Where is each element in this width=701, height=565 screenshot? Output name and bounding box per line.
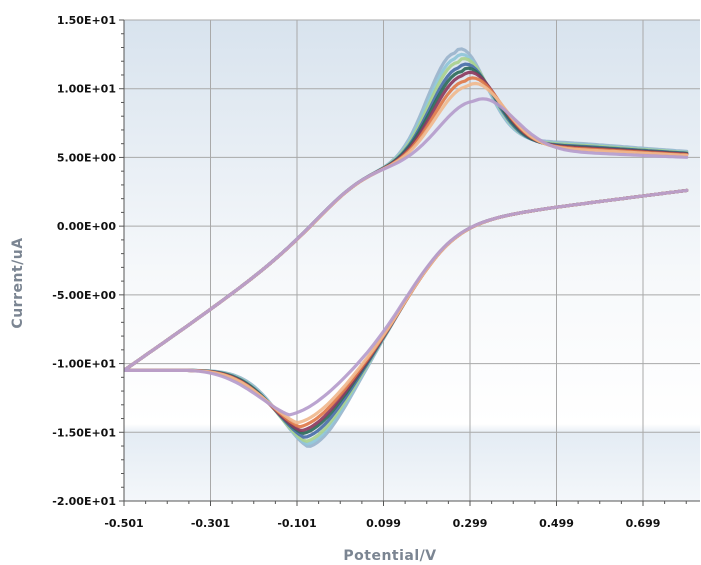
y-tick-label: 1.50E+01 xyxy=(57,14,116,27)
y-tick-label: -2.00E+01 xyxy=(52,495,116,508)
x-tick-label: 0.299 xyxy=(453,517,488,530)
x-tick-label: -0.501 xyxy=(104,517,143,530)
y-tick-label: 5.00E+00 xyxy=(57,151,117,164)
y-tick-label: -1.00E+01 xyxy=(52,358,116,371)
series-curves xyxy=(124,47,689,448)
y-tick-label: 1.00E+01 xyxy=(57,83,116,96)
plot-area xyxy=(124,20,700,501)
y-tick-label: -1.50E+01 xyxy=(52,426,116,439)
series-line-reverse xyxy=(124,188,689,417)
x-tick-label: 0.699 xyxy=(626,517,661,530)
x-tick-label: -0.301 xyxy=(191,517,230,530)
x-tick-label: -0.101 xyxy=(277,517,316,530)
y-tick-label: -5.00E+00 xyxy=(52,289,116,302)
x-axis-title: Potential/V xyxy=(343,548,436,564)
x-axis-ticks: -0.501 -0.301 -0.101 0.099 0.299 0.499 0.699 xyxy=(104,501,687,530)
y-tick-label: 0.00E+00 xyxy=(57,220,117,233)
x-tick-label: 0.099 xyxy=(366,517,401,530)
grid-lines xyxy=(124,19,700,501)
y-axis-ticks: 1.50E+01 1.00E+01 5.00E+00 0.00E+00 -5.00E+0… xyxy=(52,14,124,508)
y-axis-title: Current/uA xyxy=(10,237,26,328)
x-tick-label: 0.499 xyxy=(539,517,574,530)
series-line-forward xyxy=(124,97,689,372)
